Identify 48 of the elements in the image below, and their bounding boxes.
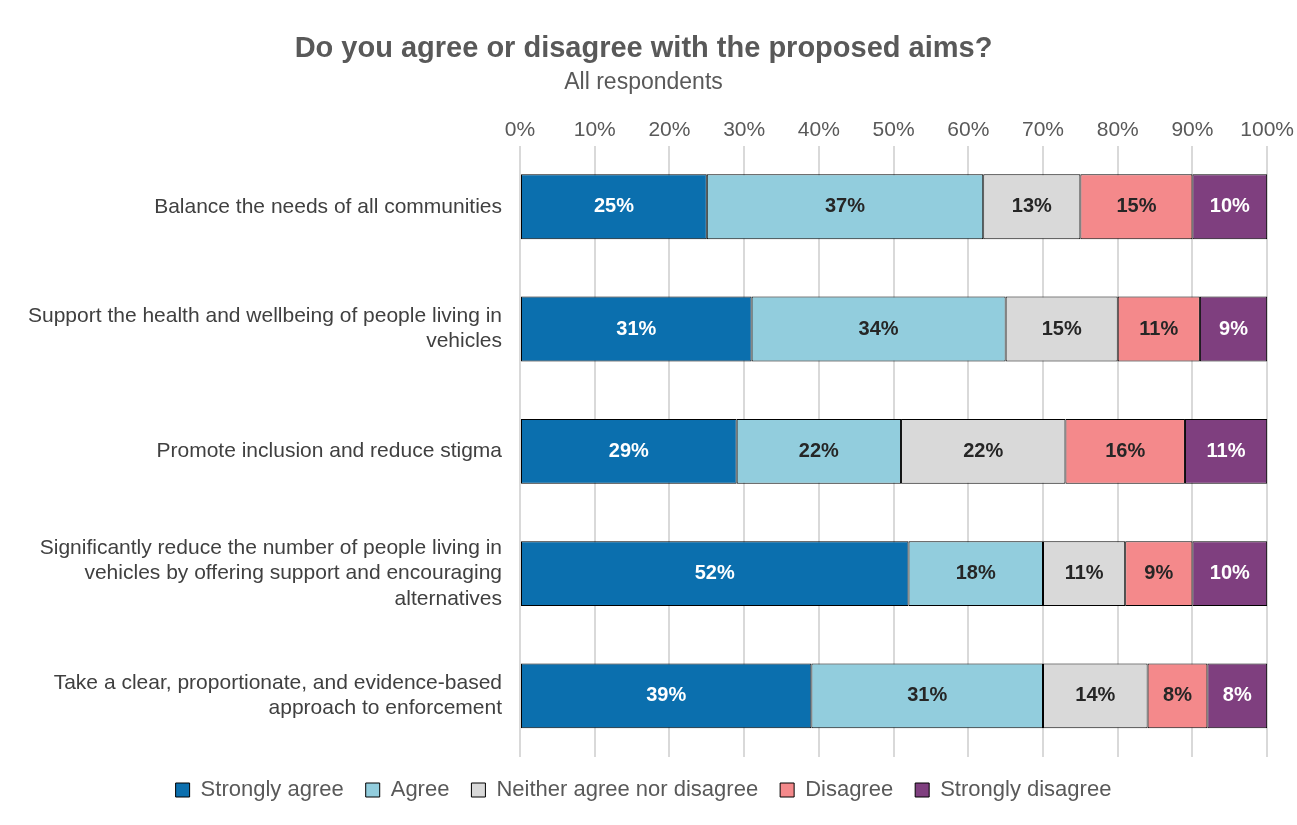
x-tick-label: 80% [1096, 116, 1139, 140]
chart-title: Do you agree or disagree with the proposed aims? [294, 31, 993, 64]
data-label: 14% [1075, 683, 1116, 706]
data-label: 22% [963, 438, 1004, 461]
data-label: 10% [1209, 194, 1251, 217]
legend-label: Disagree [805, 776, 894, 802]
x-tick-label: 30% [723, 116, 766, 140]
data-label: 31% [616, 316, 657, 339]
x-tick-label: 40% [797, 116, 840, 140]
data-label: 16% [1105, 438, 1146, 461]
legend-label: Strongly agree [200, 776, 344, 802]
data-label: 8% [1222, 683, 1252, 706]
data-label: 11% [1206, 438, 1246, 461]
data-label: 29% [608, 438, 650, 461]
x-tick-label: 90% [1171, 116, 1214, 140]
legend-label: Neither agree nor disagree [496, 776, 759, 802]
legend-label: Strongly disagree [940, 776, 1112, 802]
legend-label: Agree [390, 776, 450, 802]
data-label: 8% [1163, 683, 1193, 706]
data-label: 11% [1139, 316, 1179, 339]
data-label: 31% [907, 683, 948, 706]
x-tick-label: 50% [872, 116, 915, 140]
data-label: 11% [1064, 561, 1104, 584]
data-label: 52% [694, 561, 735, 584]
data-label: 13% [1011, 194, 1053, 217]
chart-subtitle: All respondents [564, 67, 723, 94]
data-label: 15% [1116, 194, 1157, 217]
x-tick-label: 100% [1240, 116, 1294, 140]
y-tick-label: Balance the needs of all communities [154, 193, 503, 217]
data-label: 37% [825, 194, 866, 217]
y-tick-label: Promote inclusion and reduce stigma [156, 438, 503, 462]
x-tick-label: 60% [947, 116, 990, 140]
y-tick-label: Support the health and wellbeing of people living in vehicles [27, 303, 503, 352]
data-label: 22% [798, 438, 840, 461]
data-label: 9% [1144, 561, 1174, 584]
data-label: 10% [1209, 561, 1251, 584]
data-label: 9% [1219, 316, 1249, 339]
data-label: 15% [1041, 316, 1082, 339]
x-tick-label: 70% [1021, 116, 1065, 140]
x-tick-label: 10% [573, 116, 616, 140]
y-tick-label: Significantly reduce the number of people living in vehicles by offering support and encouraging alternatives [39, 535, 503, 609]
data-label: 39% [646, 683, 687, 706]
data-label: 25% [593, 194, 635, 217]
y-tick-label: Take a clear, proportionate, and evidence-based approach to enforcement [53, 670, 503, 719]
data-label: 34% [858, 316, 899, 339]
x-tick-label: 0% [504, 116, 536, 140]
data-label: 18% [955, 561, 996, 584]
x-tick-label: 20% [648, 116, 691, 140]
